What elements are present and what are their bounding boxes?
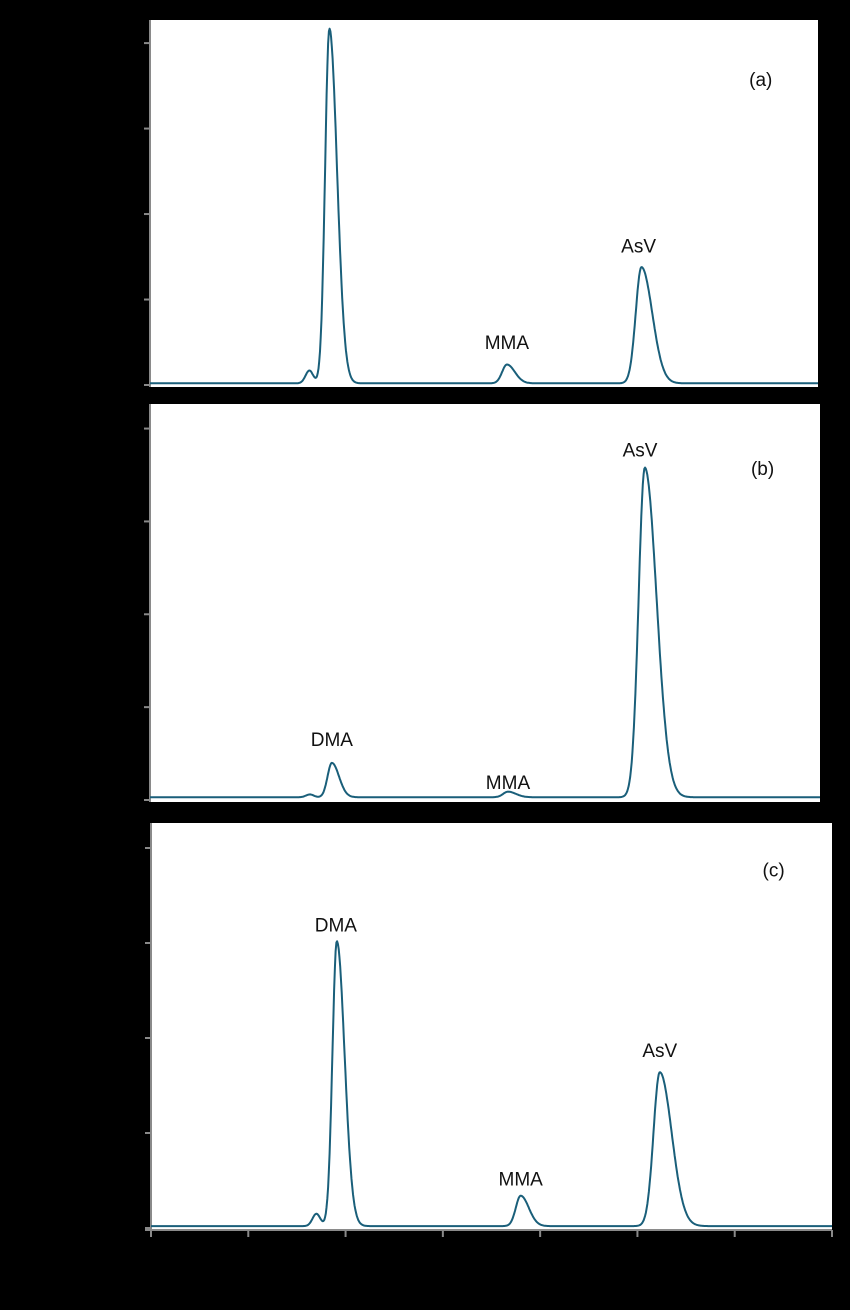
panel-c: DMA MMA AsV (c): [145, 823, 833, 1237]
panel-a: MMA AsV (a): [144, 20, 819, 387]
panel-label: (c): [763, 861, 785, 882]
panel-label: (a): [749, 70, 772, 91]
peak-label: AsV: [623, 440, 658, 461]
peak-label: MMA: [499, 1169, 544, 1190]
panel-label: (b): [751, 459, 774, 480]
peak-label: MMA: [486, 773, 531, 794]
panel-b: DMA MMA AsV (b): [144, 404, 821, 802]
peak-label: AsV: [642, 1041, 677, 1062]
peak-label: MMA: [485, 333, 530, 354]
peak-label: DMA: [315, 916, 358, 937]
chromatogram-trace: [149, 466, 821, 799]
plot-area: [151, 823, 832, 1230]
chromatogram-trace: [150, 940, 833, 1228]
plot-area: [150, 404, 820, 802]
plot-area: [150, 20, 818, 387]
peak-label: DMA: [311, 730, 354, 751]
chromatogram-trace: [149, 27, 819, 385]
peak-label: AsV: [621, 237, 656, 258]
